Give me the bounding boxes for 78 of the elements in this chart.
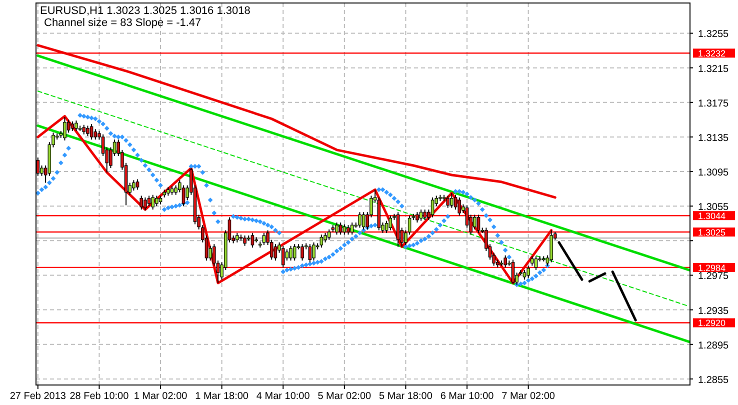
y-tick-label: 1.3055 bbox=[698, 202, 730, 214]
candlestick bbox=[465, 204, 469, 228]
ref-line-label: 1.3232 bbox=[698, 48, 726, 58]
y-tick-label: 1.2855 bbox=[698, 374, 730, 386]
candlestick bbox=[147, 195, 151, 207]
candlestick bbox=[70, 120, 74, 132]
candlestick bbox=[504, 254, 507, 268]
candlestick bbox=[534, 256, 538, 271]
candlestick bbox=[236, 232, 239, 243]
candlestick bbox=[285, 248, 289, 262]
y-tick-label: 1.3175 bbox=[698, 98, 730, 110]
line-series bbox=[36, 44, 556, 199]
candlestick bbox=[338, 222, 342, 236]
candlestick bbox=[86, 125, 90, 137]
candlestick bbox=[346, 224, 350, 236]
candlestick bbox=[90, 123, 94, 140]
chart-title: EURUSD,H1 1.3023 1.3025 1.3016 1.3018 bbox=[40, 5, 250, 17]
x-tick-label: 7 Mar 02:00 bbox=[502, 391, 556, 402]
x-tick-label: 6 Mar 10:00 bbox=[440, 391, 494, 402]
candlestick bbox=[94, 128, 98, 140]
candlestick bbox=[454, 194, 458, 210]
candlestick bbox=[144, 196, 147, 211]
candlestick bbox=[327, 228, 331, 240]
candlestick bbox=[342, 224, 346, 236]
candlestick bbox=[450, 192, 454, 208]
ref-line-label: 1.2920 bbox=[698, 318, 726, 328]
candlestick bbox=[423, 209, 427, 220]
candlestick bbox=[243, 234, 246, 246]
candlestick bbox=[384, 220, 388, 234]
y-tick-label: 1.2935 bbox=[698, 306, 730, 317]
candlestick bbox=[388, 215, 392, 231]
candlestick bbox=[430, 196, 434, 218]
candlestick bbox=[151, 194, 154, 210]
ref-line-label: 1.2984 bbox=[698, 262, 726, 273]
candlestick bbox=[522, 270, 526, 280]
y-tick-label: 1.3215 bbox=[698, 64, 730, 75]
candlestick bbox=[250, 232, 254, 248]
x-tick-label: 1 Mar 18:00 bbox=[195, 391, 249, 402]
y-tick-label: 1.3255 bbox=[698, 29, 730, 40]
candlestick bbox=[136, 178, 140, 190]
ref-line-label: 1.3044 bbox=[698, 210, 726, 221]
candlestick bbox=[292, 244, 296, 262]
candlestick bbox=[63, 116, 66, 141]
candlestick bbox=[262, 232, 266, 246]
candlestick bbox=[300, 244, 304, 262]
candlestick bbox=[155, 195, 158, 207]
candlestick bbox=[446, 195, 450, 208]
candlestick bbox=[132, 180, 136, 192]
x-tick-label: 5 Mar 18:00 bbox=[379, 391, 433, 402]
candlestick bbox=[74, 120, 78, 132]
candlestick bbox=[320, 234, 324, 248]
candlestick bbox=[511, 259, 515, 284]
x-tick-label: 28 Feb 10:00 bbox=[70, 391, 130, 402]
candlestick bbox=[289, 245, 292, 262]
candlestick bbox=[350, 222, 354, 236]
candlestick bbox=[281, 245, 285, 268]
x-tick-label: 4 Mar 10:00 bbox=[256, 391, 310, 402]
y-tick-label: 1.2975 bbox=[698, 271, 730, 282]
y-tick-label: 1.3135 bbox=[698, 132, 730, 144]
candlestick bbox=[358, 212, 362, 228]
ref-line-label: 1.3025 bbox=[698, 227, 726, 238]
candlestick bbox=[82, 124, 86, 135]
candlestick bbox=[416, 212, 419, 224]
x-tick-label: 27 Feb 2013 bbox=[10, 391, 66, 402]
candlestick bbox=[530, 256, 534, 266]
candlestick bbox=[476, 214, 480, 234]
y-tick-label: 1.3095 bbox=[698, 168, 730, 179]
y-tick-label: 1.2895 bbox=[698, 340, 730, 352]
candlestick bbox=[274, 244, 278, 262]
candlestick bbox=[140, 195, 143, 210]
x-tick-label: 1 Mar 02:00 bbox=[134, 391, 188, 402]
candlestick bbox=[335, 222, 338, 236]
annotation: Channel size = 83 Slope = -1.47 bbox=[44, 17, 202, 29]
candlestick bbox=[458, 196, 461, 216]
candlestick bbox=[473, 214, 476, 230]
candlestick bbox=[419, 209, 423, 222]
x-tick-label: 5 Mar 02:00 bbox=[318, 391, 372, 402]
candlestick bbox=[526, 265, 530, 278]
